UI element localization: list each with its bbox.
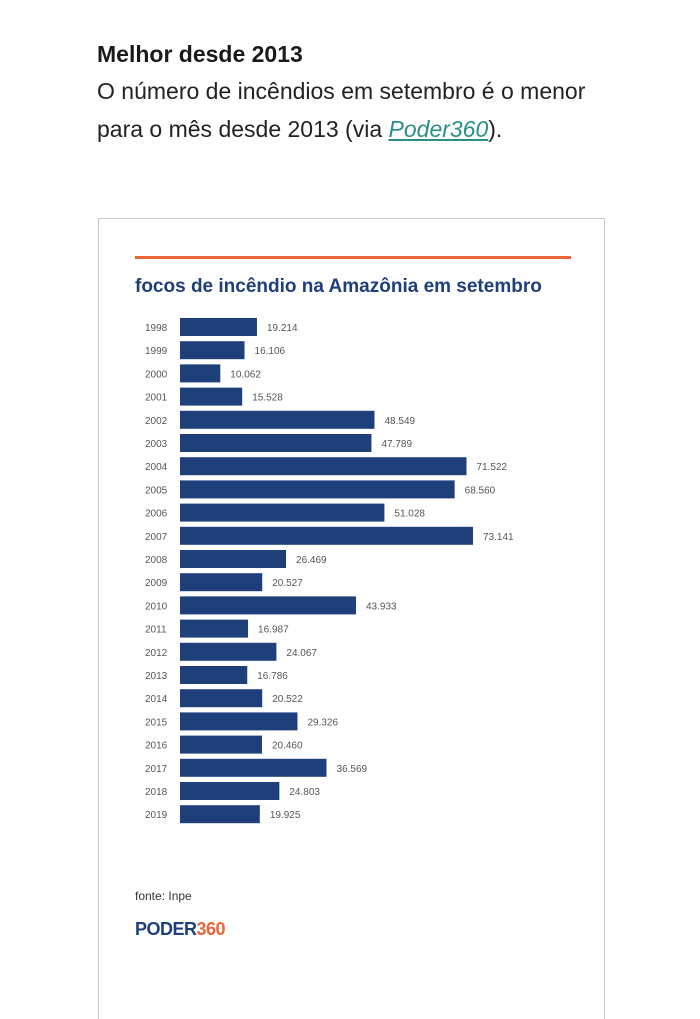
category-label: 2010 xyxy=(145,601,168,612)
category-label: 2000 xyxy=(145,369,168,380)
category-label: 2018 xyxy=(145,787,168,798)
value-label: 43.933 xyxy=(366,601,397,612)
category-label: 2006 xyxy=(145,509,168,520)
bar-2010 xyxy=(180,596,356,615)
value-label: 15.528 xyxy=(252,393,283,404)
logo-part1: PODER xyxy=(135,919,197,939)
value-label: 20.527 xyxy=(272,578,303,589)
value-label: 24.067 xyxy=(286,648,317,659)
bar-2013 xyxy=(180,666,248,684)
value-label: 16.987 xyxy=(258,625,289,636)
category-label: 2012 xyxy=(145,648,168,659)
value-label: 48.549 xyxy=(384,416,415,427)
bar-2004 xyxy=(180,457,467,476)
bar-2006 xyxy=(180,503,385,522)
poder360-link[interactable]: Poder360 xyxy=(388,116,489,142)
value-label: 10.062 xyxy=(230,369,261,380)
body-text: O número de incêndios em setembro é o me… xyxy=(97,78,586,142)
body-text-end: ). xyxy=(488,116,503,142)
category-label: 2008 xyxy=(145,555,168,566)
category-label: 1998 xyxy=(145,323,168,334)
value-label: 16.786 xyxy=(257,671,288,682)
value-label: 19.925 xyxy=(270,810,301,821)
value-label: 16.106 xyxy=(255,346,286,357)
category-label: 2005 xyxy=(145,485,168,496)
bar-2012 xyxy=(180,642,277,661)
category-label: 2013 xyxy=(145,671,168,682)
category-label: 2003 xyxy=(145,439,168,450)
category-label: 2011 xyxy=(145,625,167,636)
source-note: fonte: Inpe xyxy=(135,889,192,903)
category-label: 2016 xyxy=(145,741,168,752)
value-label: 51.028 xyxy=(394,509,425,520)
article-heading: Melhor desde 2013 xyxy=(97,41,303,67)
chart-title: focos de incêndio na Amazônia em setembr… xyxy=(135,276,542,297)
category-label: 2001 xyxy=(145,393,168,404)
category-label: 2015 xyxy=(145,717,168,728)
bar-2017 xyxy=(180,758,327,777)
value-label: 47.789 xyxy=(381,439,412,450)
chart-card: focos de incêndio na Amazônia em setembr… xyxy=(98,218,605,1019)
value-label: 19.214 xyxy=(267,323,298,334)
value-label: 26.469 xyxy=(296,555,327,566)
category-label: 2019 xyxy=(145,810,168,821)
bar-2000 xyxy=(180,364,221,383)
bar-2018 xyxy=(180,782,280,800)
bar-2009 xyxy=(180,573,263,592)
value-label: 29.326 xyxy=(307,717,338,728)
category-label: 2014 xyxy=(145,694,168,705)
bar-2001 xyxy=(180,387,243,406)
bar-2011 xyxy=(180,619,249,638)
bar-2008 xyxy=(180,550,287,568)
value-label: 68.560 xyxy=(465,485,496,496)
value-label: 24.803 xyxy=(289,787,320,798)
bar-chart: 1998 19.214 1999 16.106 2000 10.062 2001 15.528… xyxy=(145,318,514,824)
value-label: 71.522 xyxy=(477,462,508,473)
bar-2019 xyxy=(180,805,260,824)
bar-2007 xyxy=(180,526,473,545)
category-label: 2017 xyxy=(145,764,168,775)
value-label: 73.141 xyxy=(483,532,514,543)
bar-1998 xyxy=(180,318,257,336)
bar-2014 xyxy=(180,689,263,708)
bar-2015 xyxy=(180,712,298,731)
category-label: 2007 xyxy=(145,532,168,543)
article-intro: Melhor desde 2013 O número de incêndios … xyxy=(97,38,637,148)
bar-2003 xyxy=(180,434,372,452)
bar-1999 xyxy=(180,341,245,360)
bar-2016 xyxy=(180,735,262,754)
category-label: 2004 xyxy=(145,462,168,473)
poder360-logo: PODER360 xyxy=(135,919,226,940)
category-label: 2002 xyxy=(145,416,168,427)
accent-rule xyxy=(135,256,571,259)
value-label: 36.569 xyxy=(336,764,367,775)
article-body: O número de incêndios em setembro é o me… xyxy=(97,72,637,148)
bar-2005 xyxy=(180,480,455,499)
value-label: 20.522 xyxy=(272,694,303,705)
logo-part2: 360 xyxy=(196,919,226,939)
bar-2002 xyxy=(180,410,375,429)
category-label: 1999 xyxy=(145,346,168,357)
value-label: 20.460 xyxy=(272,741,303,752)
category-label: 2009 xyxy=(145,578,168,589)
